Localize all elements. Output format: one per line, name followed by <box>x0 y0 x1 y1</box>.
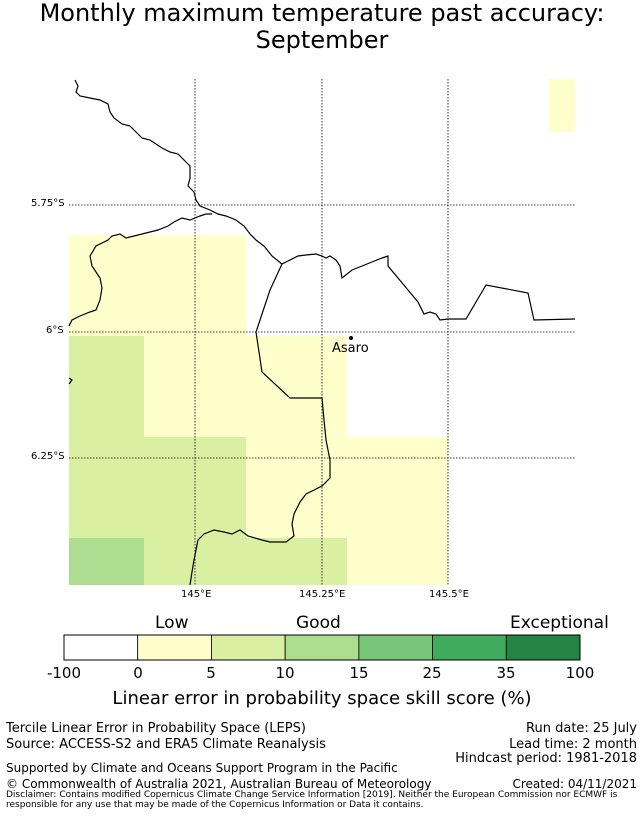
category-label-exceptional: Exceptional <box>510 613 609 633</box>
colorbar-tick: -100 <box>46 664 82 682</box>
cell <box>549 79 575 132</box>
colorbar-tick: 25 <box>422 664 442 682</box>
lon-label: 145°E <box>181 589 212 600</box>
skill-map <box>68 79 576 586</box>
colorbar <box>63 634 581 661</box>
title-line-2: September <box>255 26 389 54</box>
colorbar-swatch <box>211 634 286 661</box>
cell <box>144 336 347 437</box>
lat-label: 6.25°S <box>31 451 65 462</box>
lat-label: 6°S <box>46 325 64 336</box>
province-boundary <box>189 263 331 586</box>
lon-label: 145.5°E <box>429 589 469 600</box>
footer-hindcast: Hindcast period: 1981-2018 <box>455 751 637 766</box>
footer-source: Source: ACCESS-S2 and ERA5 Climate Reana… <box>6 737 326 752</box>
colorbar-title: Linear error in probability space skill … <box>112 688 532 709</box>
colorbar-swatch <box>63 634 139 661</box>
place-label: Asaro <box>332 341 369 356</box>
footer-support: Supported by Climate and Oceans Support … <box>6 761 398 775</box>
footer-run-date: Run date: 25 July <box>526 721 637 736</box>
cell <box>144 538 347 585</box>
province-boundary <box>74 79 576 321</box>
category-label-good: Good <box>296 613 341 633</box>
lat-label: 5.75°S <box>31 198 65 209</box>
colorbar-swatch <box>432 634 507 661</box>
footer-method: Tercile Linear Error in Probability Spac… <box>6 721 306 736</box>
footer-created: Created: 04/11/2021 <box>512 777 637 791</box>
colorbar-swatch <box>284 634 360 661</box>
colorbar-tick: 35 <box>496 664 516 682</box>
colorbar-tick: 15 <box>349 664 369 682</box>
cell <box>69 538 144 585</box>
colorbar-outline <box>63 634 581 661</box>
footer-lead-time: Lead time: 2 month <box>509 737 637 752</box>
colorbar-tick: 0 <box>133 664 143 682</box>
province-boundary <box>68 213 212 327</box>
boundaries <box>68 79 576 586</box>
skill-cells <box>69 79 575 585</box>
footer-copyright: © Commonwealth of Australia 2021, Austra… <box>6 777 432 791</box>
cell <box>69 235 246 336</box>
colorbar-tick: 5 <box>206 664 216 682</box>
colorbar-tick: 10 <box>275 664 295 682</box>
colorbar-swatch <box>505 634 581 661</box>
cell <box>246 437 448 538</box>
colorbar-cells <box>63 634 581 661</box>
title-line-1: Monthly maximum temperature past accurac… <box>39 0 605 27</box>
cell <box>69 336 144 538</box>
province-boundary <box>68 377 73 385</box>
colorbar-swatch <box>137 634 212 661</box>
footer-disclaimer: Disclaimer: Contains modified Copernicus… <box>6 790 618 810</box>
cell <box>347 538 448 585</box>
lon-label: 145.25°E <box>299 589 346 600</box>
chart-title: Monthly maximum temperature past accurac… <box>0 0 644 54</box>
colorbar-tick: 100 <box>565 664 595 682</box>
gridlines <box>69 79 575 585</box>
town-marker <box>349 336 353 340</box>
colorbar-swatch <box>358 634 433 661</box>
category-label-low: Low <box>155 613 189 633</box>
